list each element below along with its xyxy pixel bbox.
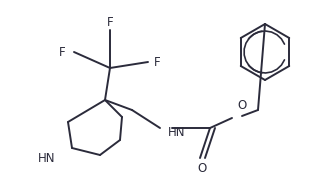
Text: O: O [197,162,207,174]
Text: F: F [154,56,161,68]
Text: HN: HN [168,125,185,139]
Text: O: O [237,99,246,112]
Text: F: F [59,46,66,58]
Text: HN: HN [38,152,55,164]
Text: F: F [107,16,113,28]
